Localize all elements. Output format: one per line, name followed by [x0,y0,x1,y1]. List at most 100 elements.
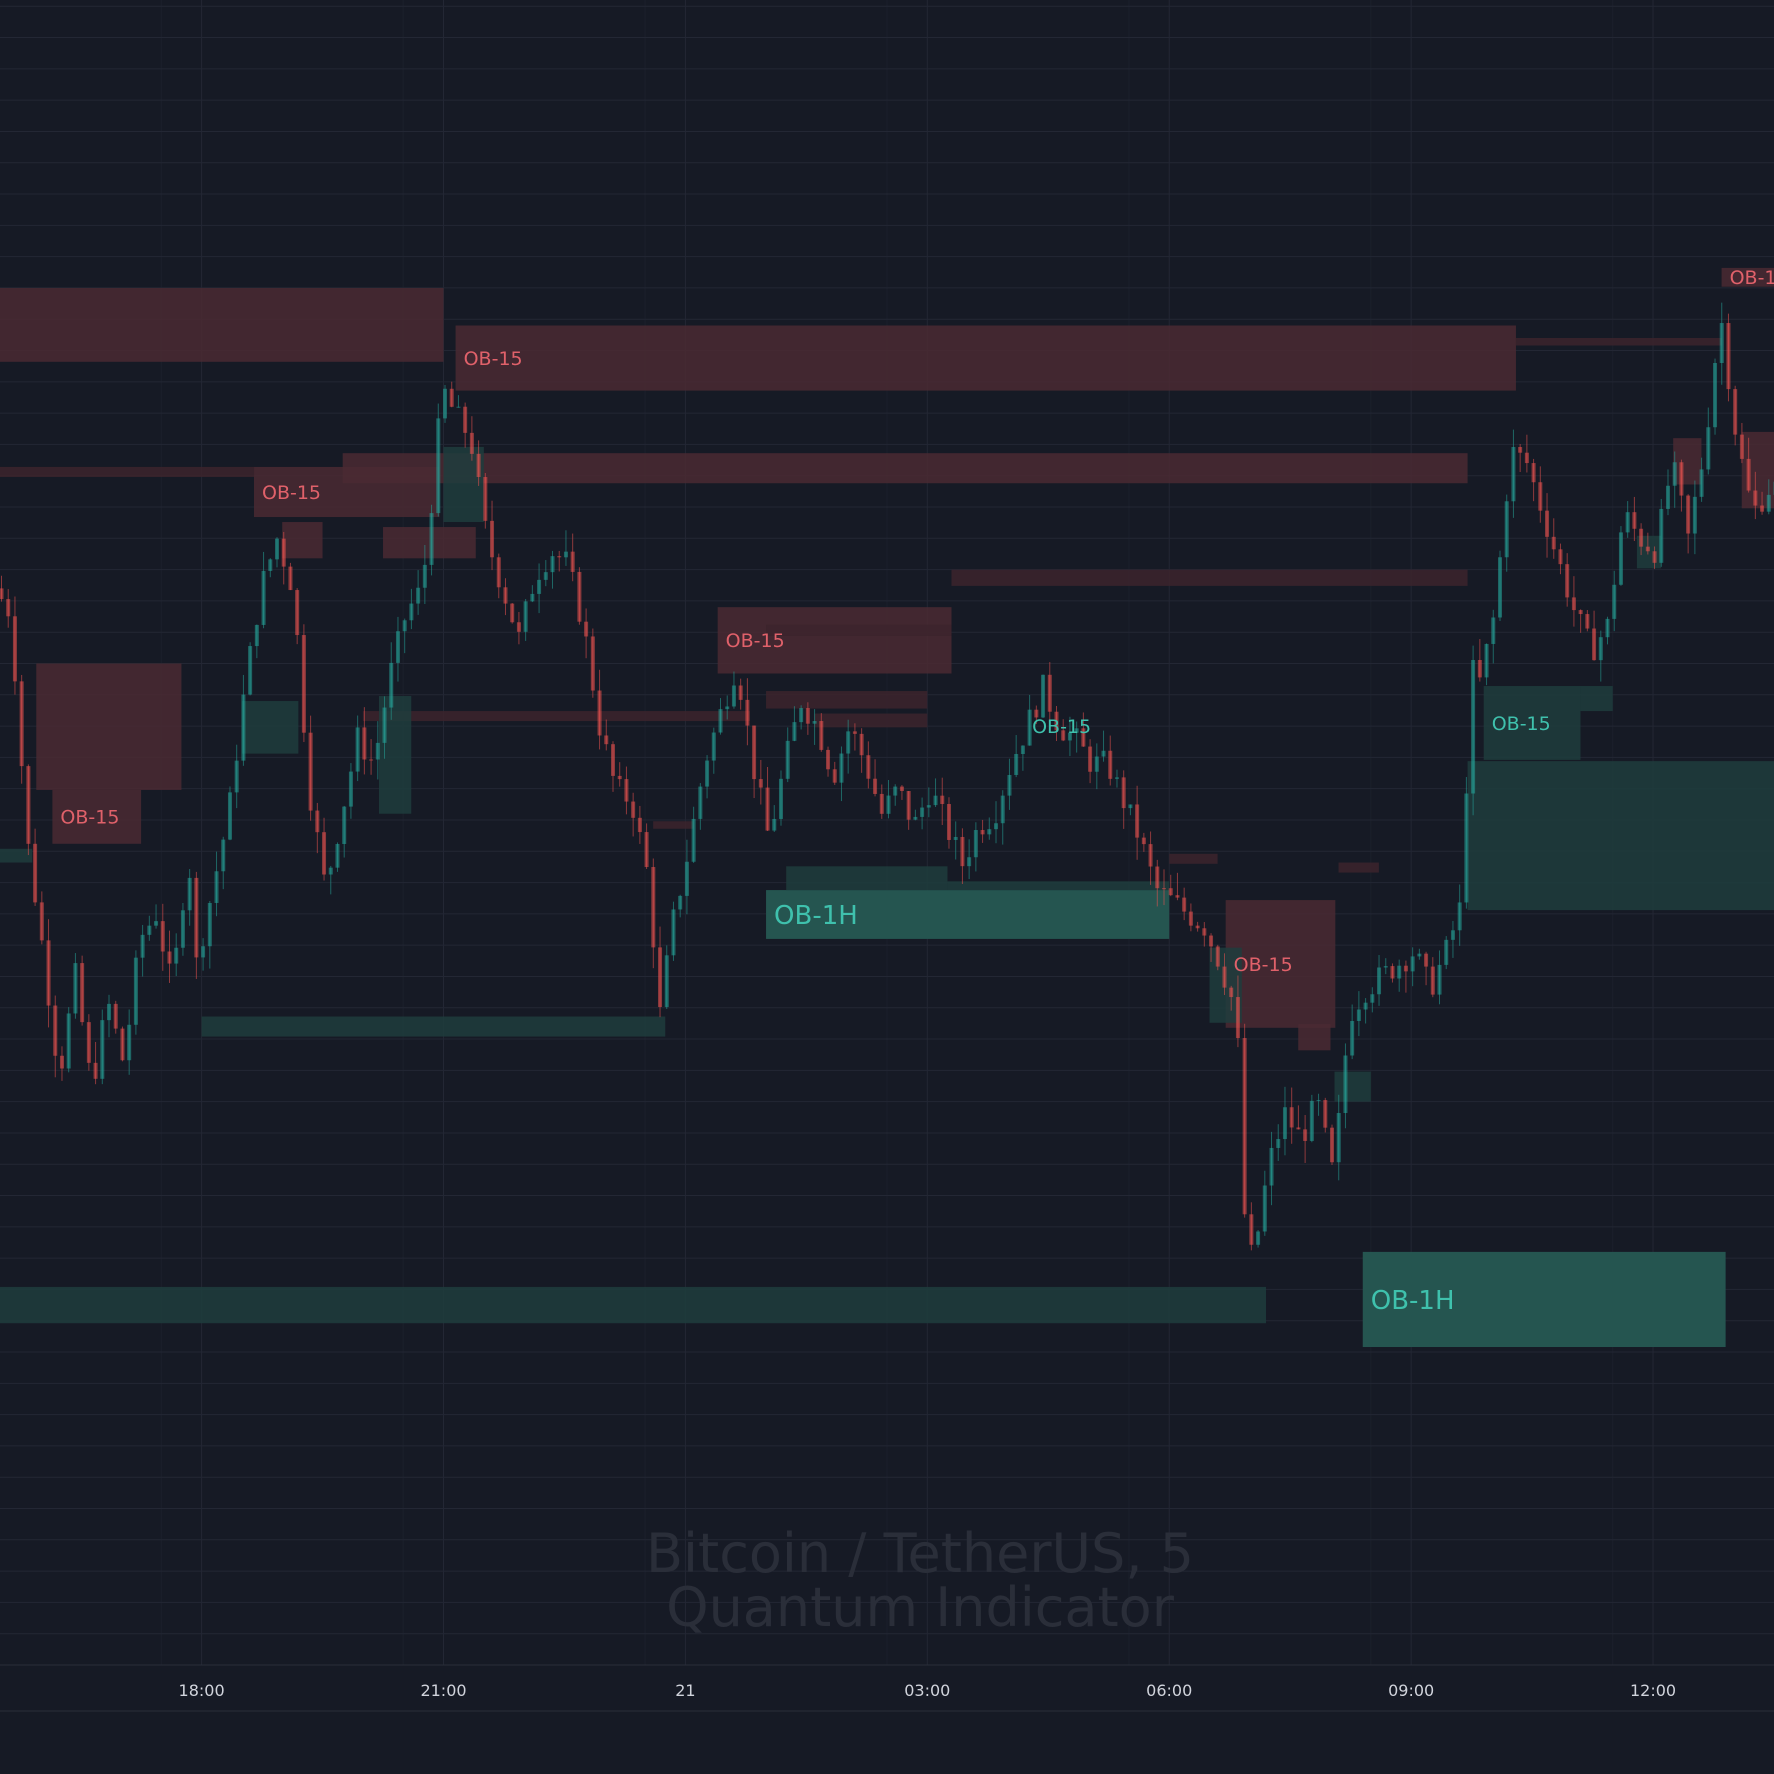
candle-body [355,727,360,772]
candle-body [1471,659,1476,794]
candle-body [1511,447,1516,502]
candle-body [1249,1214,1254,1245]
candle-body [852,731,857,734]
candle-body [1665,485,1670,509]
candle-body [335,843,340,868]
candle-body [436,418,441,514]
candle-body [429,513,434,565]
candle-body [691,818,696,862]
candle-body [637,817,642,833]
candle-body [1733,389,1738,435]
candle-body [80,963,85,1023]
candle-body [1686,495,1691,534]
order-block-zone [717,607,952,674]
candle-body [234,760,239,793]
order-block-zone [786,866,948,891]
candle-body [550,556,555,573]
candle-body [1034,709,1039,718]
candle-body [1699,469,1704,497]
order-block-labels: OB-15 OB-15 OB-15 OB-15 OB-15 OB-15 OB-15 OB-1H… [60,267,1774,1316]
candle-body [946,804,951,840]
candle-body [1175,895,1180,898]
candle-body [1363,1002,1368,1010]
candle-body [1592,628,1597,661]
candle-body [1659,508,1664,563]
candle-body [879,793,884,814]
candle-body [1484,643,1489,678]
order-block-zone [1298,1024,1331,1051]
order-block-zone [1673,438,1702,485]
candle-body [127,1024,132,1061]
order-block-zone [282,522,323,559]
candle-body [1188,911,1193,926]
order-block-zone [1515,338,1722,346]
order-block-label: OB-15 [262,482,321,504]
candle-body [1612,584,1617,619]
candle-body [1766,494,1771,512]
order-block-zone [1225,900,1336,1028]
candle-body [100,1020,105,1079]
candle-body [785,740,790,779]
candle-body [1692,496,1697,534]
candle-body [389,662,394,708]
candle-body [913,816,918,820]
candle-body [1713,362,1718,428]
candle-body [362,727,367,760]
candle-body [315,810,320,833]
candle-body [140,934,145,958]
candle-body [846,731,851,754]
candle-body [832,769,837,783]
candle-body [1497,557,1502,618]
candle-body [1457,902,1462,931]
candle-body [772,818,777,831]
candle-body [590,636,595,691]
candle-body [1235,997,1240,1039]
candle-body [557,556,562,558]
order-block-label: OB-15 [1730,267,1774,289]
order-block-zone [1467,761,1774,911]
candle-body [180,910,185,948]
order-block-zone [1362,1251,1726,1348]
candle-body [1719,323,1724,363]
candle-body [1067,732,1072,741]
candle-body [698,786,703,819]
candle-body [651,867,656,948]
candle-body [187,877,192,911]
candle-body [1397,965,1402,979]
order-block-label: OB-1H [774,901,858,931]
candle-body [133,957,138,1025]
candle-body [402,620,407,632]
candle-body [1578,610,1583,615]
candle-body [1444,939,1449,965]
candle-body [1202,928,1207,936]
candle-body [194,877,199,958]
candle-body [873,778,878,794]
candle-body [1114,777,1119,779]
candle-body [73,963,78,1014]
time-tick-label: 21:00 [420,1681,466,1700]
candle-body [1014,753,1019,775]
candle-body [201,946,206,958]
time-tick-label: 21 [675,1681,695,1700]
candle-body [725,706,730,710]
candle-body [66,1013,71,1069]
candle-body [1135,804,1140,838]
candle-body [664,955,669,1008]
candle-body [684,861,689,896]
time-axis[interactable]: 18:00 21:00 21 03:00 06:00 09:00 12:00 [179,1681,1677,1700]
candle-body [1383,966,1388,968]
candle-body [1195,925,1200,929]
candle-body [261,570,266,625]
order-block-zone [814,713,928,728]
order-block-zone [951,569,1468,586]
candle-body [758,779,763,788]
candle-body [792,722,797,741]
candle-body [1377,967,1382,995]
candle-body [288,566,293,591]
candle-body [1061,730,1066,741]
candle-body [301,635,306,733]
candle-body [254,624,259,647]
candle-body [1551,536,1556,550]
candle-body [281,538,286,567]
